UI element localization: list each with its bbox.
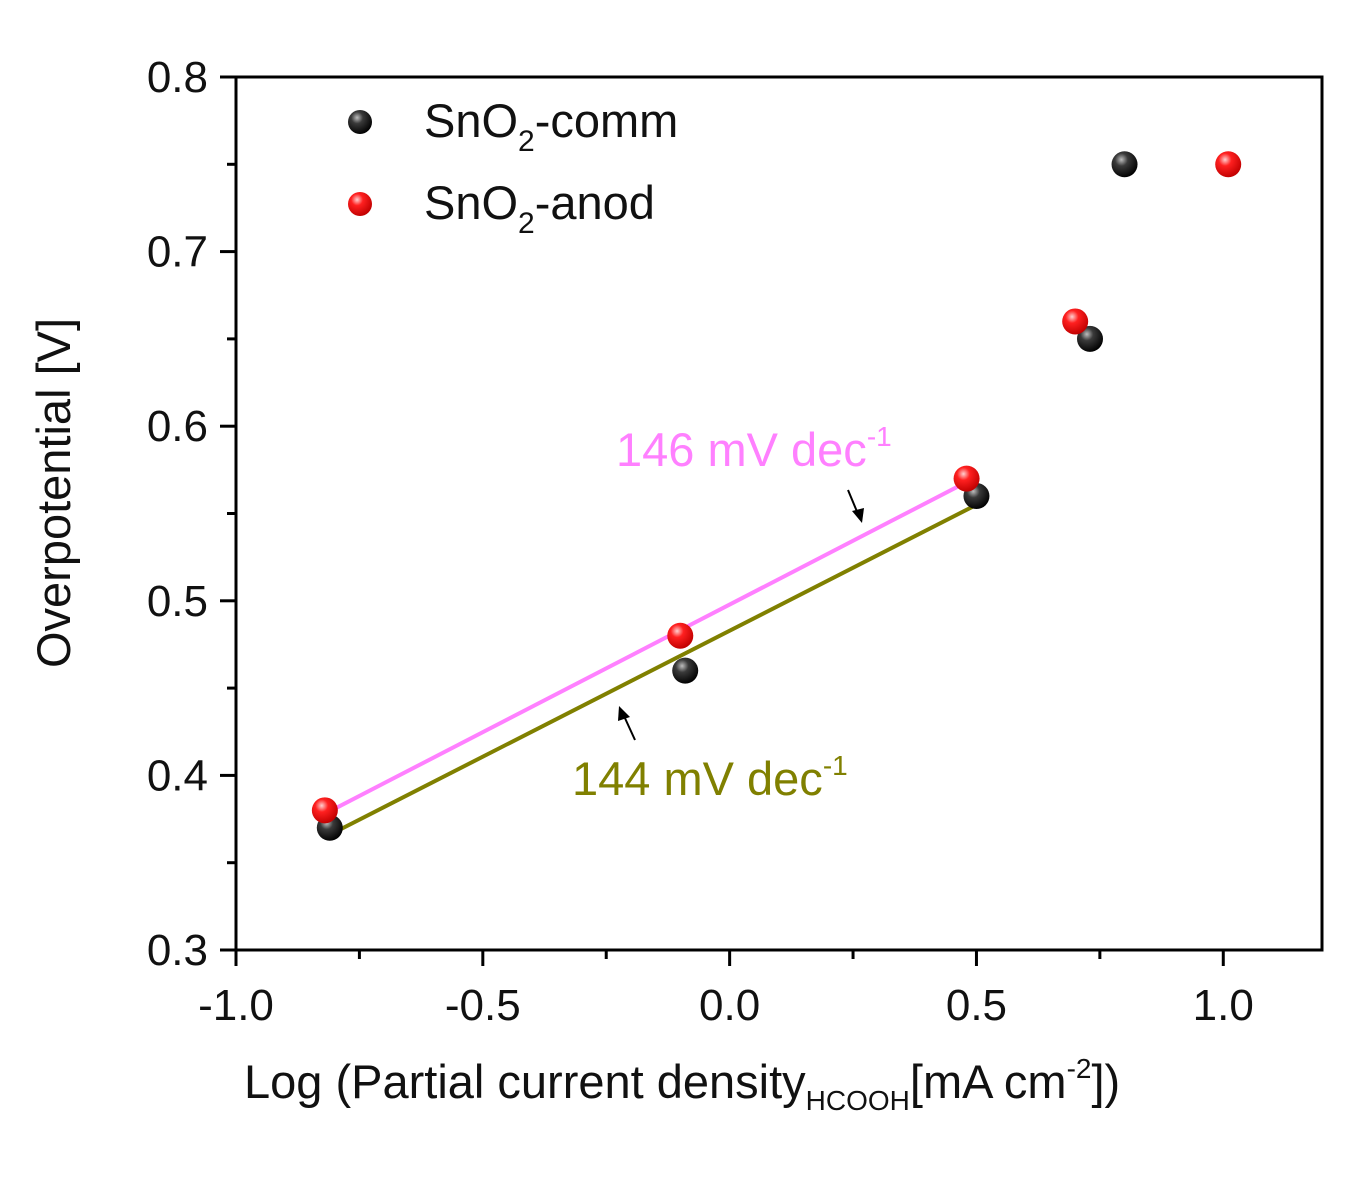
x-title-main: Log (Partial current density xyxy=(244,1055,806,1108)
y-tick-label: 0.6 xyxy=(147,402,208,451)
y-tick-label: 0.3 xyxy=(147,926,208,975)
data-point-anod xyxy=(1062,308,1089,335)
x-title-sub: HCOOH xyxy=(806,1085,910,1116)
legend-comm-base: SnO xyxy=(424,94,518,147)
data-point-anod xyxy=(311,797,338,824)
x-tick-label: -1.0 xyxy=(198,981,274,1030)
y-axis-title: Overpotential [V] xyxy=(27,318,80,668)
fit-label-comm: 144 mV dec-1 xyxy=(572,750,848,805)
x-tick-label: 0.5 xyxy=(946,981,1007,1030)
data-point-comm xyxy=(672,657,699,684)
x-title-bracket: [mA cm xyxy=(910,1055,1067,1108)
legend-anod-base: SnO xyxy=(424,176,518,229)
legend-anod-sub: 2 xyxy=(518,207,535,240)
fit-label-anod: 146 mV dec-1 xyxy=(616,421,892,476)
fit-label-anod-sup: -1 xyxy=(867,421,892,452)
axis-ticks xyxy=(220,75,1225,966)
x-tick-label: 0.0 xyxy=(699,981,760,1030)
legend-label-anod: SnO2-anod xyxy=(424,176,655,240)
x-tick-label: -0.5 xyxy=(445,981,521,1030)
legend-comm-sub: 2 xyxy=(518,125,535,158)
plot-frame xyxy=(234,75,1324,952)
legend-comm-suffix: -comm xyxy=(535,94,679,147)
x-tick-label: 1.0 xyxy=(1193,981,1254,1030)
data-points xyxy=(311,151,1242,841)
legend: SnO2-comm SnO2-anod xyxy=(348,94,678,240)
tick-labels: -1.0 -0.5 0.0 0.5 1.0 0.3 0.4 0.5 0.6 0.7 0.8 xyxy=(147,53,1254,1030)
legend-anod-suffix: -anod xyxy=(535,176,655,229)
y-tick-label: 0.7 xyxy=(147,228,208,277)
fit-line xyxy=(328,502,978,837)
fit-label-anod-value: 146 mV dec xyxy=(616,423,867,476)
fit-label-comm-value: 144 mV dec xyxy=(572,752,823,805)
legend-marker-comm xyxy=(348,110,372,134)
x-title-sup: -2 xyxy=(1067,1053,1092,1084)
y-tick-label: 0.8 xyxy=(147,53,208,102)
annotation-arrow-144 xyxy=(618,706,636,741)
data-point-anod xyxy=(1215,151,1242,178)
x-axis-title: Log (Partial current densityHCOOH[mA cm-… xyxy=(244,1053,1120,1116)
legend-label-comm: SnO2-comm xyxy=(424,94,678,158)
data-point-anod xyxy=(667,622,694,649)
fit-lines xyxy=(323,480,978,837)
x-title-end: ]) xyxy=(1092,1055,1121,1108)
fit-label-comm-sup: -1 xyxy=(823,750,848,781)
y-tick-label: 0.5 xyxy=(147,577,208,626)
data-point-comm xyxy=(1111,151,1138,178)
annotation-arrow-146 xyxy=(847,489,864,523)
data-point-anod xyxy=(953,465,980,492)
data-point-comm xyxy=(1076,325,1103,352)
y-tick-label: 0.4 xyxy=(147,751,208,800)
legend-marker-anod xyxy=(348,192,372,216)
fit-line xyxy=(323,480,968,816)
